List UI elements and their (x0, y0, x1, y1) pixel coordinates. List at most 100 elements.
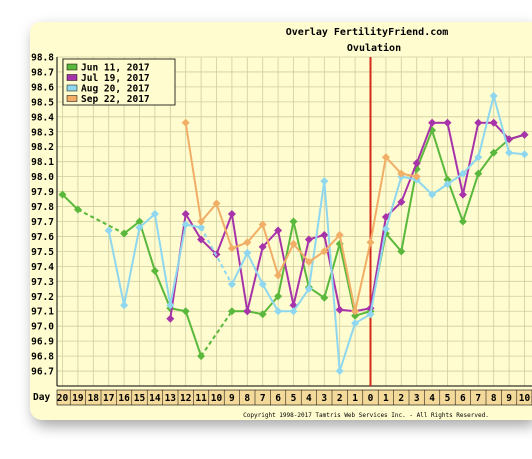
x-tick-label: 20 (57, 393, 69, 404)
series-line-segment (431, 129, 449, 180)
y-tick-label: 97.7 (31, 217, 54, 228)
x-tick-label: 7 (260, 393, 266, 404)
data-point (227, 280, 236, 289)
y-tick-label: 97.6 (31, 232, 54, 243)
x-tick-label: 8 (491, 393, 497, 404)
data-point (335, 305, 344, 314)
series-line-segment (261, 295, 279, 315)
series-line-segment (292, 243, 310, 263)
series-line-segment (169, 224, 187, 306)
x-tick-label: 15 (134, 393, 146, 404)
data-point (520, 130, 529, 139)
series-line-segment (153, 270, 172, 309)
x-tick-label: 3 (321, 393, 327, 404)
series-line-segment (338, 243, 357, 316)
axes (56, 57, 532, 387)
data-point (104, 226, 113, 235)
data-point (335, 367, 344, 376)
data-point (181, 307, 190, 316)
chart-title: Overlay FertilityFriend.com (286, 26, 449, 38)
data-point (474, 169, 483, 178)
x-tick-label: 5 (291, 393, 297, 404)
data-point (135, 217, 144, 226)
data-point (289, 239, 298, 248)
data-point (458, 190, 467, 199)
x-tick-label: 6 (460, 393, 466, 404)
x-tick-label: 11 (195, 393, 207, 404)
y-tick-label: 98.2 (31, 142, 54, 153)
data-point (505, 135, 514, 144)
x-tick-label: 2 (337, 393, 343, 404)
data-point (73, 205, 82, 214)
data-point (58, 190, 67, 199)
legend-swatch (66, 63, 78, 71)
data-point (320, 177, 329, 186)
x-tick-label: 14 (149, 393, 161, 404)
x-tick-label: 16 (118, 393, 130, 404)
series-line-segment (261, 224, 280, 276)
y-tick-label: 97.5 (31, 247, 54, 258)
series-line-segment (369, 216, 387, 309)
x-tick-label: 6 (275, 393, 281, 404)
series-line-segment (246, 246, 264, 312)
x-tick-label: 10 (211, 393, 223, 404)
data-point (212, 199, 221, 208)
x-tick-label: 9 (506, 393, 512, 404)
data-point (320, 247, 329, 256)
data-point (366, 310, 375, 319)
data-point (258, 242, 267, 251)
series-line-segment (153, 213, 172, 306)
data-point (489, 148, 498, 157)
series-line-segment (107, 230, 126, 306)
data-point (458, 169, 467, 178)
data-point (412, 172, 421, 181)
y-tick-label: 98.0 (31, 172, 54, 183)
series-line-segment (462, 156, 480, 175)
y-tick-label: 97.3 (31, 277, 54, 288)
data-point (443, 118, 452, 127)
series-line-segment (400, 168, 418, 252)
data-point (366, 238, 375, 247)
data-point (135, 223, 144, 232)
data-point (181, 118, 190, 127)
data-point (166, 314, 175, 323)
data-point (227, 210, 236, 219)
legend-box (62, 58, 176, 106)
series-line-segment (246, 223, 264, 244)
legend-label: Aug 20, 2017 (81, 84, 150, 95)
data-point (351, 307, 360, 316)
series-line-segment (215, 203, 233, 249)
y-tick-label: 96.8 (31, 352, 54, 363)
series-line-segment (369, 157, 387, 243)
series-line-segment (138, 221, 156, 272)
x-tick-label: 4 (429, 393, 435, 404)
y-tick-label: 98.3 (31, 127, 54, 138)
x-tick-label: 12 (180, 393, 191, 404)
series-layer (58, 57, 529, 386)
series-line-segment (461, 122, 480, 195)
series-line-segment (446, 172, 464, 185)
data-point (397, 247, 406, 256)
series-line-segment (385, 156, 403, 175)
data-point (197, 223, 206, 232)
series-line-segment (385, 232, 403, 253)
y-tick-label: 98.7 (31, 67, 54, 78)
x-tick-label: 5 (445, 393, 451, 404)
series-line-segment (385, 201, 402, 218)
series-line-segment (261, 283, 279, 312)
data-point (227, 307, 236, 316)
series-line-segment (138, 213, 156, 229)
data-point (505, 148, 514, 157)
series-line-segment (246, 252, 264, 285)
series-line-segment (477, 95, 495, 158)
data-point (274, 226, 283, 235)
series-line-segment (308, 250, 325, 263)
data-point (489, 118, 498, 127)
data-point (258, 220, 267, 229)
legend-label: Jul 19, 2017 (81, 73, 150, 84)
series-line-segment (230, 213, 249, 312)
data-point (320, 293, 329, 302)
series-line-segment (77, 208, 125, 235)
data-point (289, 307, 298, 316)
